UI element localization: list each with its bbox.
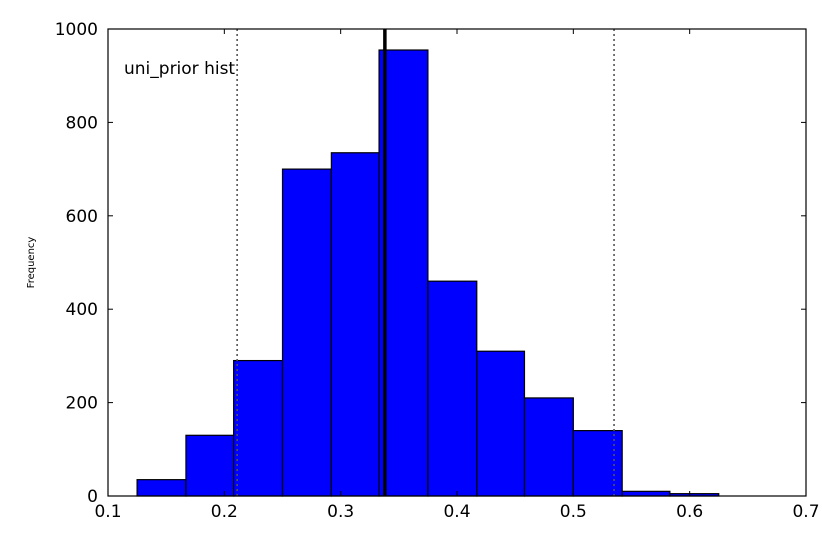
histogram-bar-3 [233,359,284,497]
histogram-bar-9 [523,397,574,497]
histogram-bar-1 [136,479,187,497]
x-tick-label: 0.6 [676,502,703,522]
y-axis-label: Frequency [26,237,37,289]
y-tick-label: 1000 [55,20,98,40]
histogram-bar-2 [185,434,235,497]
histogram-bar-11 [621,490,671,497]
histogram-bar-6 [378,49,429,497]
histogram-bar-5 [330,152,380,497]
y-tick-label: 200 [66,394,98,414]
y-tick-label: 600 [66,207,98,227]
x-tick-label: 0.3 [327,502,354,522]
x-tick-label: 0.2 [211,502,238,522]
histogram-bar-10 [572,430,623,497]
chart-title: uni_prior hist [124,59,235,79]
x-tick-label: 0.5 [560,502,587,522]
reference-lines [236,29,615,496]
histogram-bar-4 [281,168,332,497]
y-tick-label: 800 [66,113,98,133]
histogram-bar-8 [476,350,526,497]
histogram-bar-7 [427,280,478,497]
x-tick-label: 0.7 [792,502,819,522]
y-axis-ticks: 0 200 400 600 800 1000 [55,20,806,507]
x-tick-label: 0.1 [94,502,121,522]
y-tick-label: 400 [66,300,98,320]
bars-group [136,49,720,497]
x-tick-label: 0.4 [443,502,470,522]
y-tick-label: 0 [87,487,98,507]
x-axis-ticks: 0.1 0.2 0.3 0.4 0.5 0.6 0.7 [94,29,820,522]
